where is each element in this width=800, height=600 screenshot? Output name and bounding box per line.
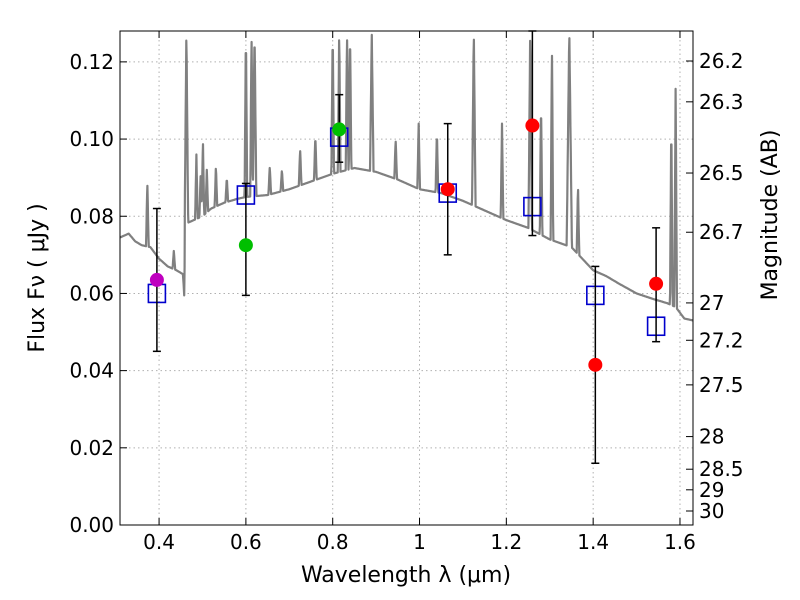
model-points [147, 127, 666, 337]
x-tick-label: 1.4 [577, 530, 609, 554]
observed-point [649, 276, 664, 291]
x-tick-label: 0.6 [230, 530, 262, 554]
y-axis-label: Flux Fν ( μJy ) [25, 203, 50, 352]
mag-tick-label: 28.5 [699, 457, 744, 481]
y-tick-label: 0.02 [69, 436, 114, 460]
y-tick-label: 0.06 [69, 281, 114, 305]
x-tick-label: 1 [413, 530, 426, 554]
y-tick-label: 0.00 [69, 513, 114, 537]
x-tick-label: 1.2 [490, 530, 522, 554]
observed-point [149, 272, 164, 287]
x-axis-label: Wavelength λ (μm) [301, 563, 511, 588]
x-tick-label: 0.8 [317, 530, 349, 554]
grid-lines [120, 31, 693, 526]
mag-tick-label: 30 [699, 499, 724, 523]
observed-point [525, 118, 540, 133]
mag-tick-label: 27.5 [699, 373, 744, 397]
y-tick-label: 0.10 [69, 127, 114, 151]
plot-frame [119, 30, 694, 526]
observed-points [149, 30, 664, 464]
y-axis-left: 0.00 0.02 0.04 0.06 0.08 0.10 0.12 [69, 50, 127, 537]
x-tick-label: 0.4 [143, 530, 175, 554]
mag-tick-label: 26.2 [699, 49, 744, 73]
x-axis: 0.4 0.6 0.8 1 1.2 1.4 1.6 [143, 31, 696, 554]
mag-tick-label: 26.3 [699, 90, 744, 114]
y-tick-label: 0.04 [69, 359, 114, 383]
y-tick-label: 0.12 [69, 50, 114, 74]
observed-point [440, 182, 455, 197]
mag-tick-label: 26.7 [699, 220, 744, 244]
y-axis-right-label: Magnitude (AB) [758, 130, 783, 301]
x-tick-label: 1.6 [664, 530, 696, 554]
observed-point [588, 357, 603, 372]
observed-point [238, 238, 253, 253]
observed-point [332, 122, 347, 137]
mag-tick-label: 27 [699, 291, 724, 315]
sed-model-spectrum [120, 33, 693, 322]
mag-tick-label: 28 [699, 425, 724, 449]
y-tick-label: 0.08 [69, 204, 114, 228]
sed-spectrum-line [120, 33, 693, 322]
mag-tick-label: 26.5 [699, 161, 744, 185]
mag-tick-label: 29 [699, 478, 724, 502]
mag-tick-label: 27.2 [699, 328, 744, 352]
